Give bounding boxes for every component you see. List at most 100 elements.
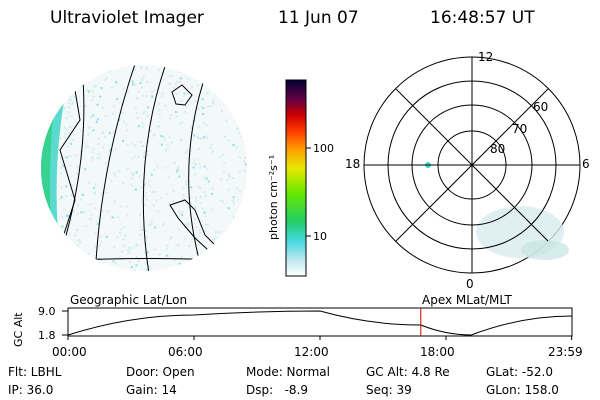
speckle-dot [59,137,62,140]
speckle-dot [126,167,129,170]
speckle-dot [70,95,73,98]
speckle-dot [169,117,172,120]
speckle-dot [232,71,235,74]
speckle-dot [223,135,226,138]
speckle-dot [240,135,243,138]
speckle-dot [240,241,243,244]
speckle-dot [194,196,197,199]
speckle-dot [173,258,176,261]
speckle-dot [235,230,238,233]
speckle-dot [153,168,156,171]
speckle-dot [51,258,54,261]
speckle-dot [148,179,151,182]
speckle-dot [49,104,52,107]
speckle-dot [94,84,97,87]
speckle-dot [61,215,64,218]
speckle-dot [65,128,68,131]
speckle-dot [58,79,61,82]
speckle-dot [195,237,198,240]
speckle-dot [182,194,185,197]
speckle-dot [212,99,215,102]
speckle-dot [216,71,219,74]
speckle-dot [96,66,99,69]
speckle-dot [172,199,175,202]
speckle-dot [154,89,157,92]
speckle-dot [126,214,129,217]
speckle-dot [205,92,208,95]
speckle-dot [231,101,234,104]
speckle-dot [83,210,86,213]
speckle-dot [177,166,180,169]
speckle-dot [59,80,62,83]
speckle-dot [148,224,151,227]
speckle-dot [206,92,209,95]
speckle-dot [145,229,148,232]
speckle-dot [135,112,138,115]
speckle-dot [202,106,205,109]
speckle-dot [59,197,62,200]
speckle-dot [203,176,206,179]
speckle-dot [70,115,73,118]
speckle-dot [226,179,229,182]
speckle-dot [190,186,193,189]
speckle-dot [196,84,199,87]
speckle-dot [59,172,62,175]
speckle-dot [85,224,88,227]
speckle-dot [170,236,173,239]
speckle-dot [178,211,181,214]
status-gain: Gain: 14 [126,383,177,397]
speckle-dot [131,172,134,175]
speckle-dot [92,129,95,132]
speckle-dot [202,136,205,139]
speckle-dot [41,266,44,269]
speckle-dot [246,110,247,113]
colorbar: 100 10 photon cm⁻²s⁻¹ [267,79,334,277]
speckle-dot [116,82,119,85]
speckle-dot [146,106,149,109]
speckle-dot [170,141,173,144]
speckle-dot [140,86,143,89]
speckle-dot [87,133,90,136]
speckle-dot [44,224,47,227]
speckle-dot [107,210,110,213]
speckle-dot [119,231,122,234]
speckle-dot [88,217,91,220]
speckle-dot [244,195,247,198]
speckle-dot [153,133,156,136]
speckle-dot [63,208,66,211]
speckle-dot [201,77,204,80]
speckle-dot [76,212,79,215]
speckle-dot [74,84,77,87]
speckle-dot [145,95,148,98]
speckle-dot [173,87,176,90]
speckle-dot [211,151,214,154]
speckle-dot [244,218,247,221]
speckle-dot [72,210,75,213]
speckle-dot [168,74,171,77]
speckle-dot [126,143,129,146]
speckle-dot [219,199,222,202]
speckle-dot [70,194,73,197]
speckle-dot [237,131,240,134]
speckle-dot [157,69,160,72]
speckle-dot [65,195,68,198]
speckle-dot [138,214,141,217]
speckle-dot [53,71,56,74]
speckle-dot [67,132,70,135]
speckle-dot [149,129,152,132]
mlt-0: 0 [466,277,474,291]
status-ip: IP: 36.0 [8,383,54,397]
speckle-dot [206,168,209,171]
speckle-dot [166,244,169,247]
speckle-dot [68,233,71,236]
speckle-dot [146,81,149,84]
speckle-dot [88,125,91,128]
speckle-dot [81,193,84,196]
speckle-dot [190,130,193,133]
speckle-dot [43,227,46,230]
speckle-dot [117,216,120,219]
speckle-dot [43,246,46,249]
speckle-dot [136,116,139,119]
speckle-dot [190,126,193,129]
speckle-dot [99,220,102,223]
